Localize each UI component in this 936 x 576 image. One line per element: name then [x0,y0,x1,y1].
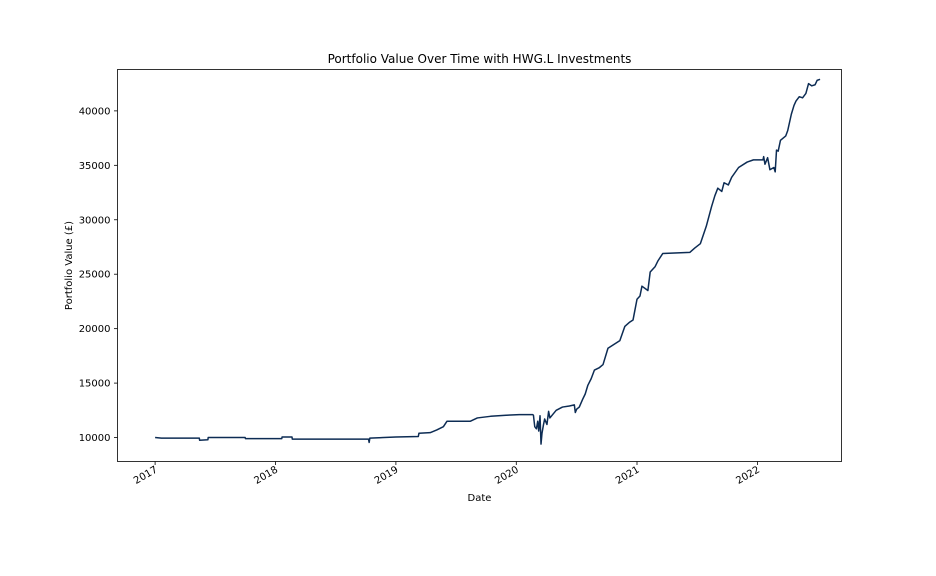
y-tick-label: 25000 [79,270,111,281]
y-axis-label: Portfolio Value (£) [64,221,75,310]
y-tick-label: 15000 [79,379,111,390]
x-axis-label: Date [468,493,492,504]
chart-title: Portfolio Value Over Time with HWG.L Inv… [328,52,632,66]
y-tick-label: 40000 [79,106,111,117]
portfolio-value-line [155,78,821,445]
y-tick-label: 35000 [79,161,111,172]
y-axis: 10000 15000 20000 25000 30000 35000 40000 [79,106,118,444]
y-tick-label: 30000 [79,215,111,226]
y-tick-label: 20000 [79,324,111,335]
y-tick-label: 10000 [79,433,111,444]
plot-frame [117,69,842,462]
